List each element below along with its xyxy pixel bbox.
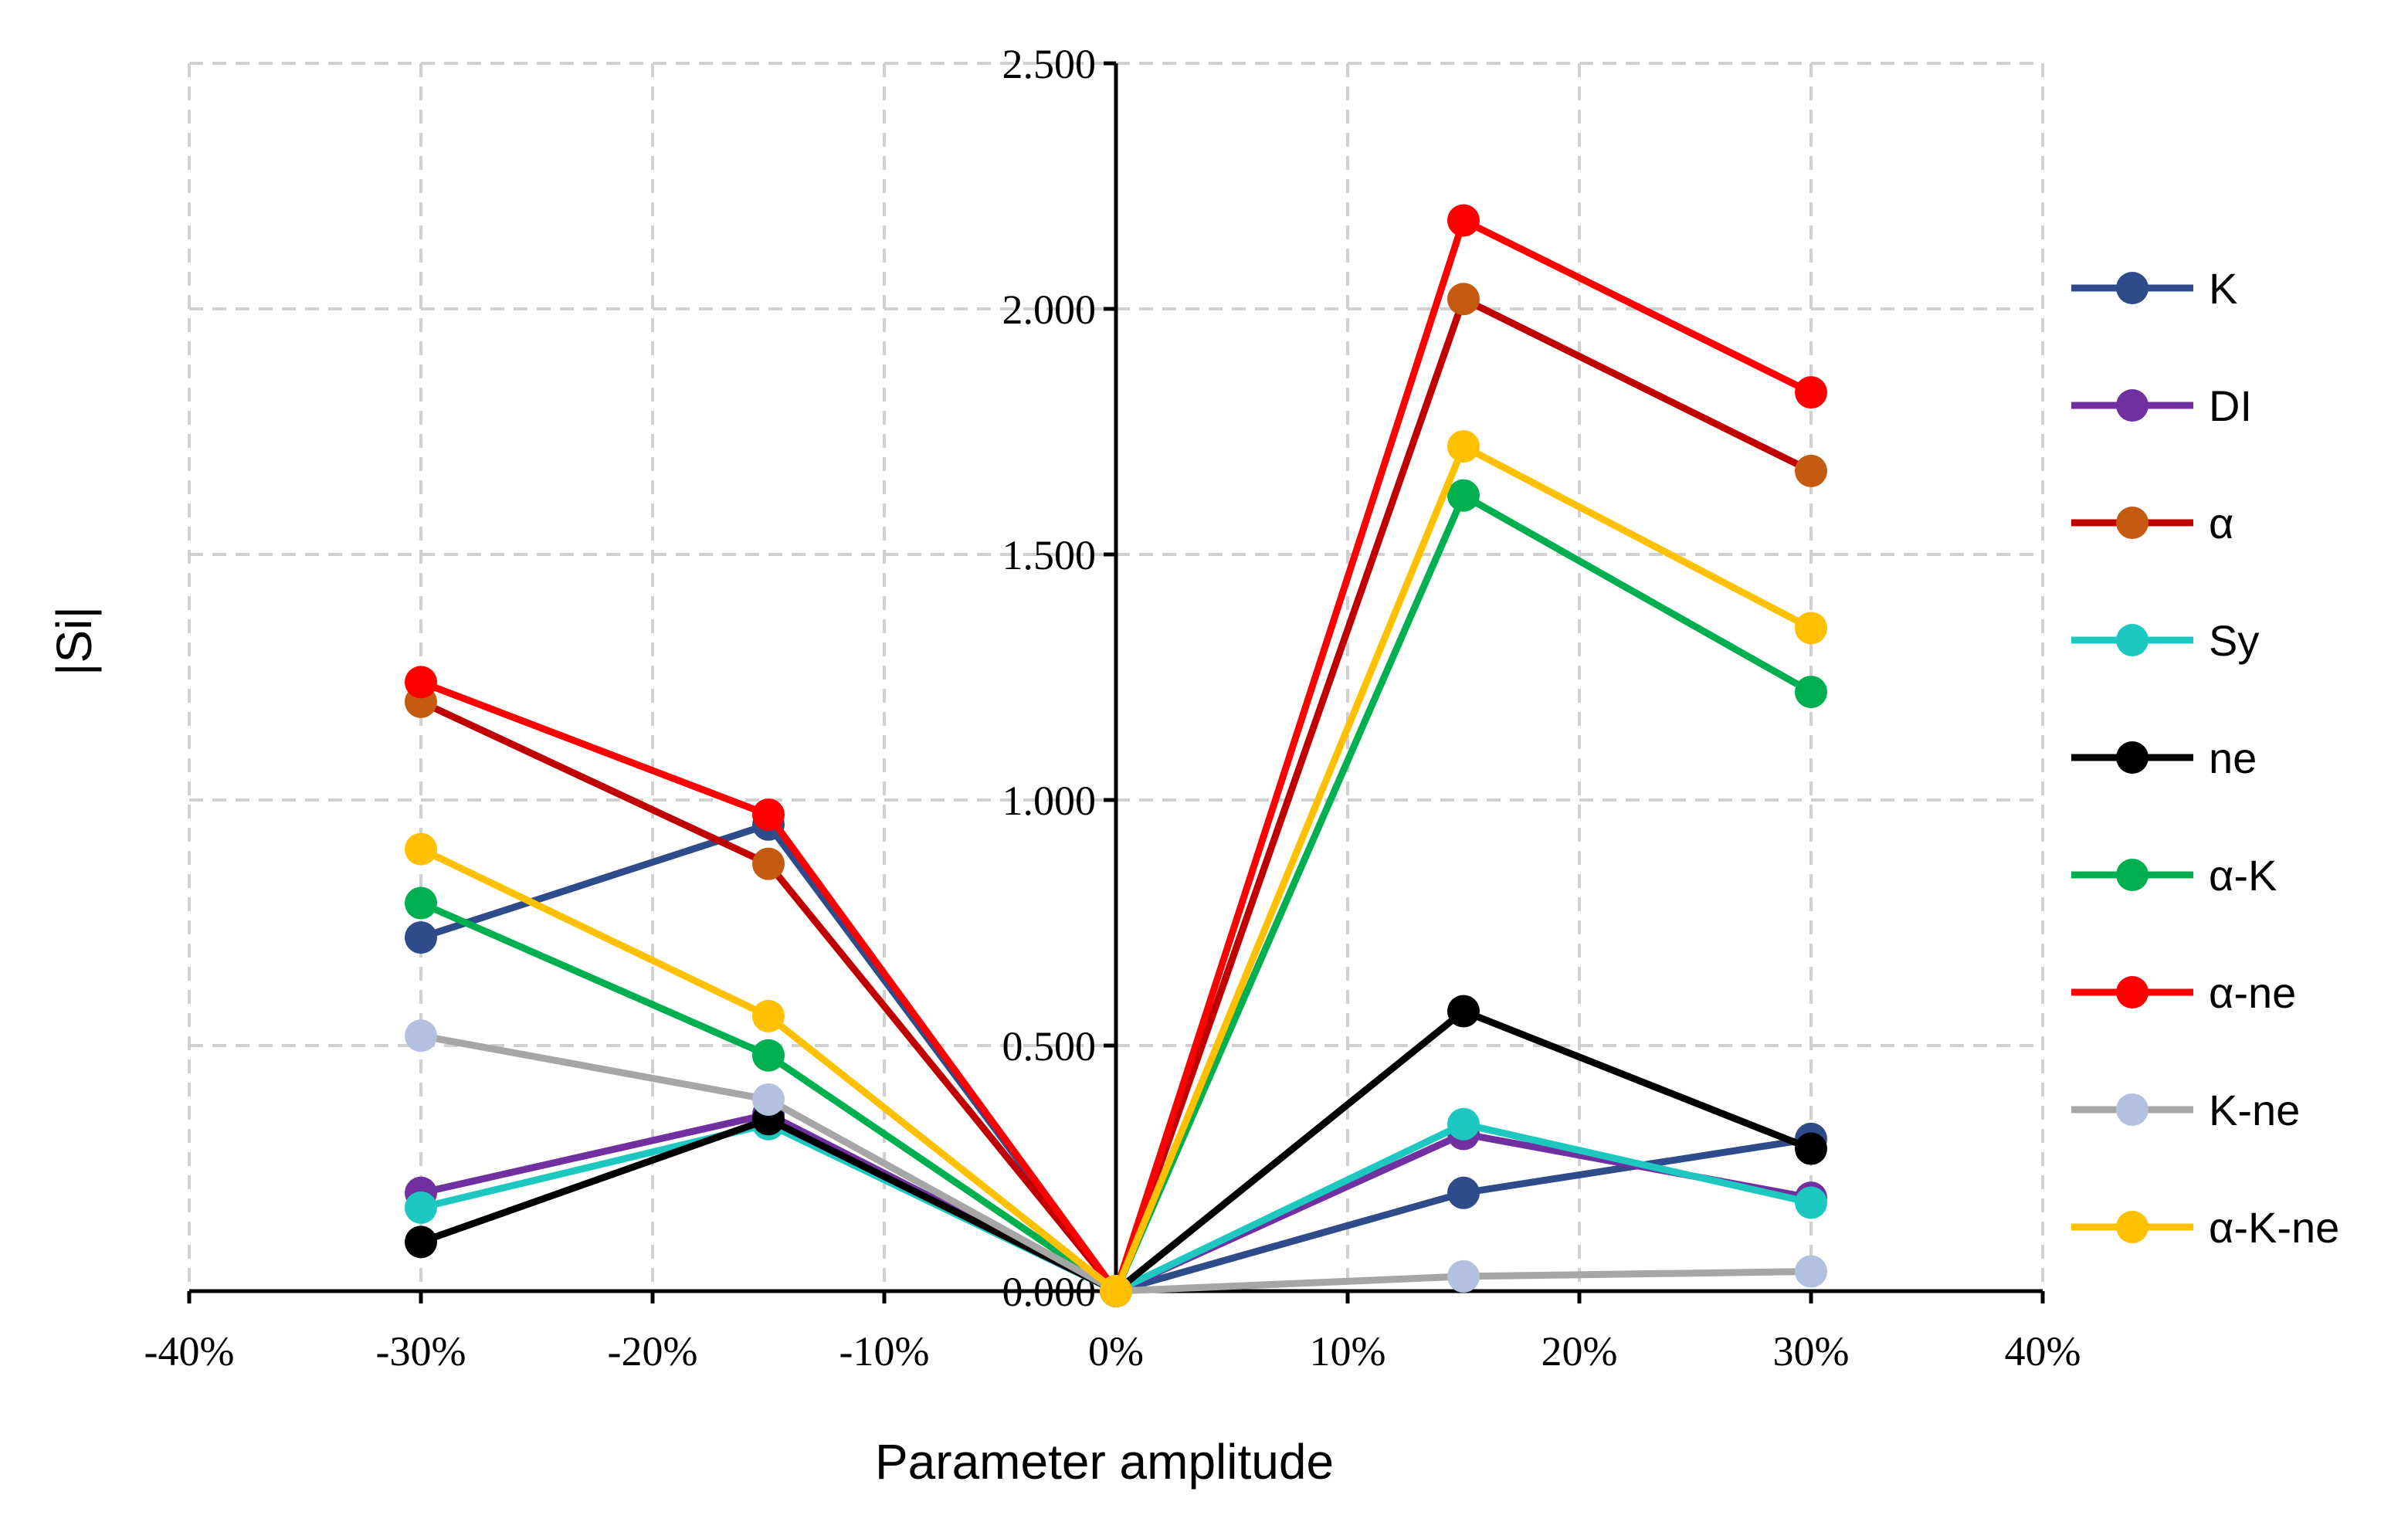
data-point xyxy=(1795,676,1827,709)
data-point xyxy=(405,1225,437,1259)
legend-item: α xyxy=(2071,499,2233,547)
x-tick-label: -30% xyxy=(376,1328,466,1375)
y-tick-label: 0.500 xyxy=(1002,1023,1097,1069)
x-axis-title: Parameter amplitude xyxy=(875,1434,1334,1490)
data-point xyxy=(1447,430,1480,463)
legend-item: K-ne xyxy=(2071,1086,2300,1134)
data-point xyxy=(1447,479,1480,512)
data-point xyxy=(1795,454,1827,487)
x-tick-label: 0% xyxy=(1088,1328,1144,1375)
legend-label: K xyxy=(2209,264,2237,313)
data-point xyxy=(1447,1176,1480,1209)
legend-label: α-K xyxy=(2209,851,2277,900)
x-tick-label: -40% xyxy=(144,1328,235,1375)
data-point xyxy=(1795,1132,1827,1165)
legend-swatch-marker xyxy=(2116,624,2149,656)
x-tick-label: 40% xyxy=(2005,1328,2081,1375)
legend-item: α-K xyxy=(2071,851,2277,900)
data-point xyxy=(1795,376,1827,409)
series-group xyxy=(405,204,1827,1307)
y-tick-label: 1.000 xyxy=(1002,778,1097,824)
y-axis-title: |Si| xyxy=(46,606,102,676)
x-tick-label: -10% xyxy=(839,1328,930,1375)
legend-label: DI xyxy=(2209,381,2252,430)
legend-swatch-marker xyxy=(2116,507,2149,539)
legend-swatch-marker xyxy=(2116,976,2149,1008)
data-point xyxy=(405,921,437,954)
data-point xyxy=(1795,1255,1827,1288)
data-point xyxy=(752,847,785,880)
data-point xyxy=(1447,1259,1480,1293)
legend-item: Sy xyxy=(2071,616,2259,665)
legend-item: α-ne xyxy=(2071,968,2296,1017)
data-point xyxy=(1100,1275,1132,1307)
data-point xyxy=(405,1019,437,1053)
legend-item: α-K-ne xyxy=(2071,1203,2339,1252)
data-point xyxy=(1795,1186,1827,1219)
data-point xyxy=(752,1083,785,1116)
data-point xyxy=(1795,612,1827,645)
legend-label: K-ne xyxy=(2209,1086,2300,1134)
axes: -40% -30% -20% -10% 0% 10% 20% 30% 40%0.0000.500… xyxy=(144,41,2081,1375)
legend-swatch-marker xyxy=(2116,859,2149,891)
data-point xyxy=(1447,1107,1480,1141)
data-point xyxy=(752,798,785,832)
legend-item: DI xyxy=(2071,381,2252,430)
legend-item: ne xyxy=(2071,734,2257,782)
data-point xyxy=(405,1191,437,1224)
data-point xyxy=(1447,283,1480,316)
y-tick-label: 2.500 xyxy=(1002,41,1097,87)
legend-swatch-marker xyxy=(2116,272,2149,304)
data-point xyxy=(405,886,437,920)
legend-label: α-K-ne xyxy=(2209,1203,2339,1252)
data-point xyxy=(1447,995,1480,1028)
legend-swatch-marker xyxy=(2116,1211,2149,1243)
series-α-K-ne xyxy=(405,430,1827,1307)
legend-swatch-marker xyxy=(2116,389,2149,422)
legend-label: ne xyxy=(2209,734,2257,782)
y-tick-label: 1.500 xyxy=(1002,532,1097,578)
legend-swatch-marker xyxy=(2116,741,2149,774)
data-point xyxy=(405,666,437,699)
x-tick-label: 30% xyxy=(1773,1328,1850,1375)
x-tick-label: -20% xyxy=(608,1328,698,1375)
legend-item: K xyxy=(2071,264,2237,313)
data-point xyxy=(1447,204,1480,237)
legend-label: α xyxy=(2209,499,2233,547)
data-point xyxy=(752,999,785,1032)
legend: K DI α Sy ne α-K α-ne K-ne α-K-ne xyxy=(2071,264,2339,1252)
legend-label: α-ne xyxy=(2209,968,2296,1017)
x-tick-label: 10% xyxy=(1310,1328,1386,1375)
x-tick-label: 20% xyxy=(1541,1328,1618,1375)
legend-label: Sy xyxy=(2209,616,2259,665)
legend-swatch-marker xyxy=(2116,1093,2149,1126)
data-point xyxy=(405,832,437,866)
y-tick-label: 2.000 xyxy=(1002,286,1097,333)
data-point xyxy=(752,1039,785,1072)
